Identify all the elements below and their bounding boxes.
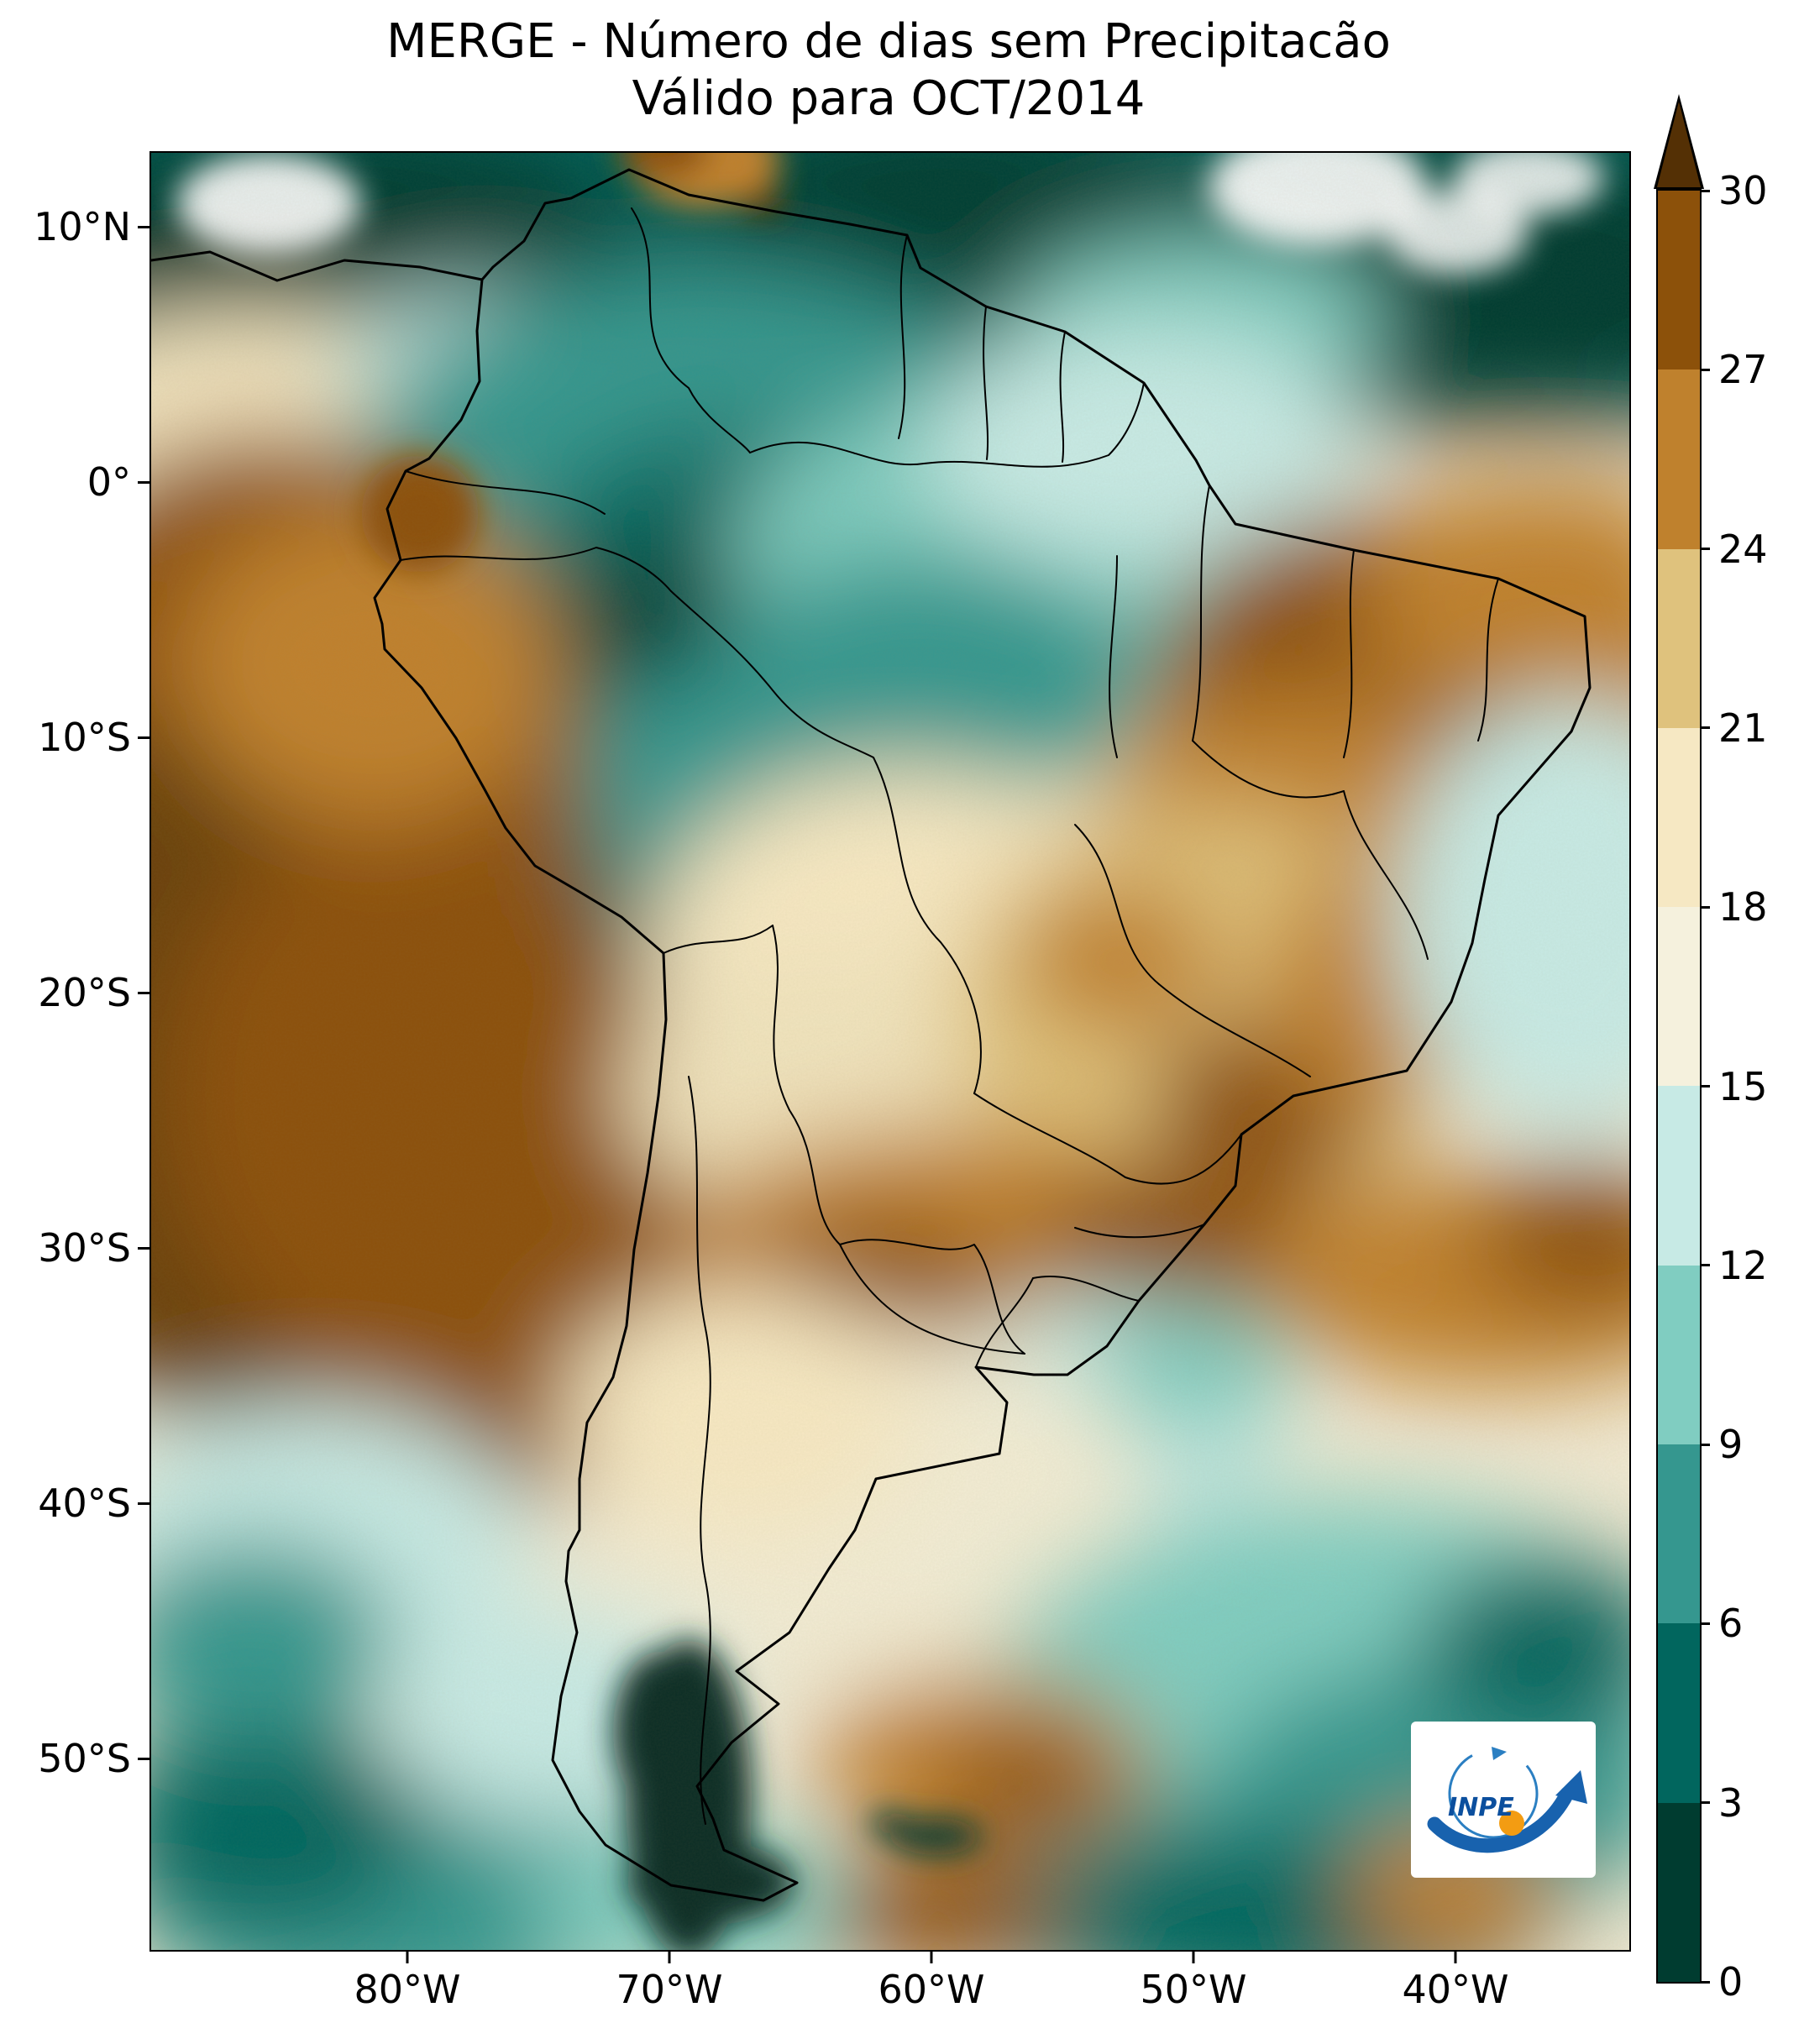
x-tick-40w: 40°W	[1402, 1952, 1509, 2012]
colorbar-segment	[1658, 1802, 1700, 1982]
colorbar-segments	[1658, 191, 1700, 1982]
colorbar-tick: 30	[1700, 168, 1768, 213]
y-tickmark	[138, 480, 149, 484]
central-america-coastline	[151, 250, 484, 282]
chart-title-line2: Válido para OCT/2014	[632, 71, 1146, 126]
coastline-and-borders	[151, 168, 1592, 1902]
political-borders	[400, 207, 1499, 1825]
colorbar: 30 27 24 21 18 15 12 9 6 3 0	[1656, 168, 1768, 2005]
x-axis: 80°W 70°W 60°W 50°W 40°W	[149, 1952, 1631, 2027]
colorbar-tick: 15	[1700, 1064, 1768, 1109]
x-tickmark	[1454, 1952, 1457, 1963]
map-canvas	[151, 153, 1629, 1950]
y-tick-30s: 30°S	[38, 1225, 149, 1271]
colorbar-segment	[1658, 1623, 1700, 1803]
y-tick-10s: 10°S	[38, 715, 149, 760]
y-tickmark	[138, 991, 149, 994]
y-tick-40s: 40°S	[38, 1481, 149, 1526]
speckle-noise-overlay	[151, 153, 1629, 1950]
y-tickmark	[138, 225, 149, 228]
x-tick-70w: 70°W	[616, 1952, 723, 2012]
map-plot-area: INPE	[149, 151, 1631, 1952]
colorbar-tick: 0	[1700, 1959, 1743, 2005]
colorbar-tick: 6	[1700, 1601, 1743, 1646]
colorbar-segment	[1658, 191, 1700, 370]
colorbar-tick: 18	[1700, 884, 1768, 930]
colorbar-segment	[1658, 907, 1700, 1087]
colorbar-tick: 9	[1700, 1422, 1743, 1467]
y-tickmark	[138, 736, 149, 739]
colorbar-over-arrow	[1657, 102, 1701, 187]
colorbar-tick: 27	[1700, 347, 1768, 392]
y-tick-0: 0°	[87, 459, 149, 505]
colorbar-tick: 12	[1700, 1243, 1768, 1288]
y-tickmark	[138, 1757, 149, 1760]
x-tick-60w: 60°W	[878, 1952, 985, 2012]
logo-swoosh-arrowhead	[1555, 1770, 1587, 1804]
colorbar-segment	[1658, 727, 1700, 908]
y-tickmark	[138, 1502, 149, 1505]
logo-orbit-arrowhead	[1492, 1747, 1507, 1760]
inpe-logo: INPE	[1411, 1722, 1596, 1878]
chart-title-line1: MERGE - Número de dias sem Precipitacão	[386, 14, 1391, 69]
x-tickmark	[1192, 1952, 1195, 1963]
colorbar-tick: 24	[1700, 527, 1768, 572]
x-tickmark	[930, 1952, 933, 1963]
x-tick-80w: 80°W	[354, 1952, 461, 2012]
colorbar-tick: 21	[1700, 705, 1768, 751]
logo-orange-dot	[1499, 1811, 1524, 1836]
x-tick-50w: 50°W	[1140, 1952, 1247, 2012]
colorbar-segment	[1658, 548, 1700, 728]
x-tickmark	[406, 1952, 409, 1963]
y-tickmark	[138, 1246, 149, 1250]
south-america-coastline	[373, 168, 1592, 1902]
colorbar-segment	[1658, 1265, 1700, 1445]
colorbar-segment	[1658, 1086, 1700, 1266]
y-tick-10n: 10°N	[34, 204, 149, 249]
colorbar-segment	[1658, 369, 1700, 549]
x-tickmark	[668, 1952, 671, 1963]
colorbar-tick: 3	[1700, 1780, 1743, 1826]
y-tick-20s: 20°S	[38, 970, 149, 1015]
y-axis: 10°N 0° 10°S 20°S 30°S 40°S 50°S	[0, 151, 149, 1952]
logo-swoosh-arrow	[1427, 1786, 1575, 1853]
colorbar-segment	[1658, 1444, 1700, 1624]
y-tick-50s: 50°S	[38, 1736, 149, 1781]
logo-text: INPE	[1448, 1793, 1514, 1822]
inpe-logo-graphic: INPE	[1427, 1747, 1587, 1853]
